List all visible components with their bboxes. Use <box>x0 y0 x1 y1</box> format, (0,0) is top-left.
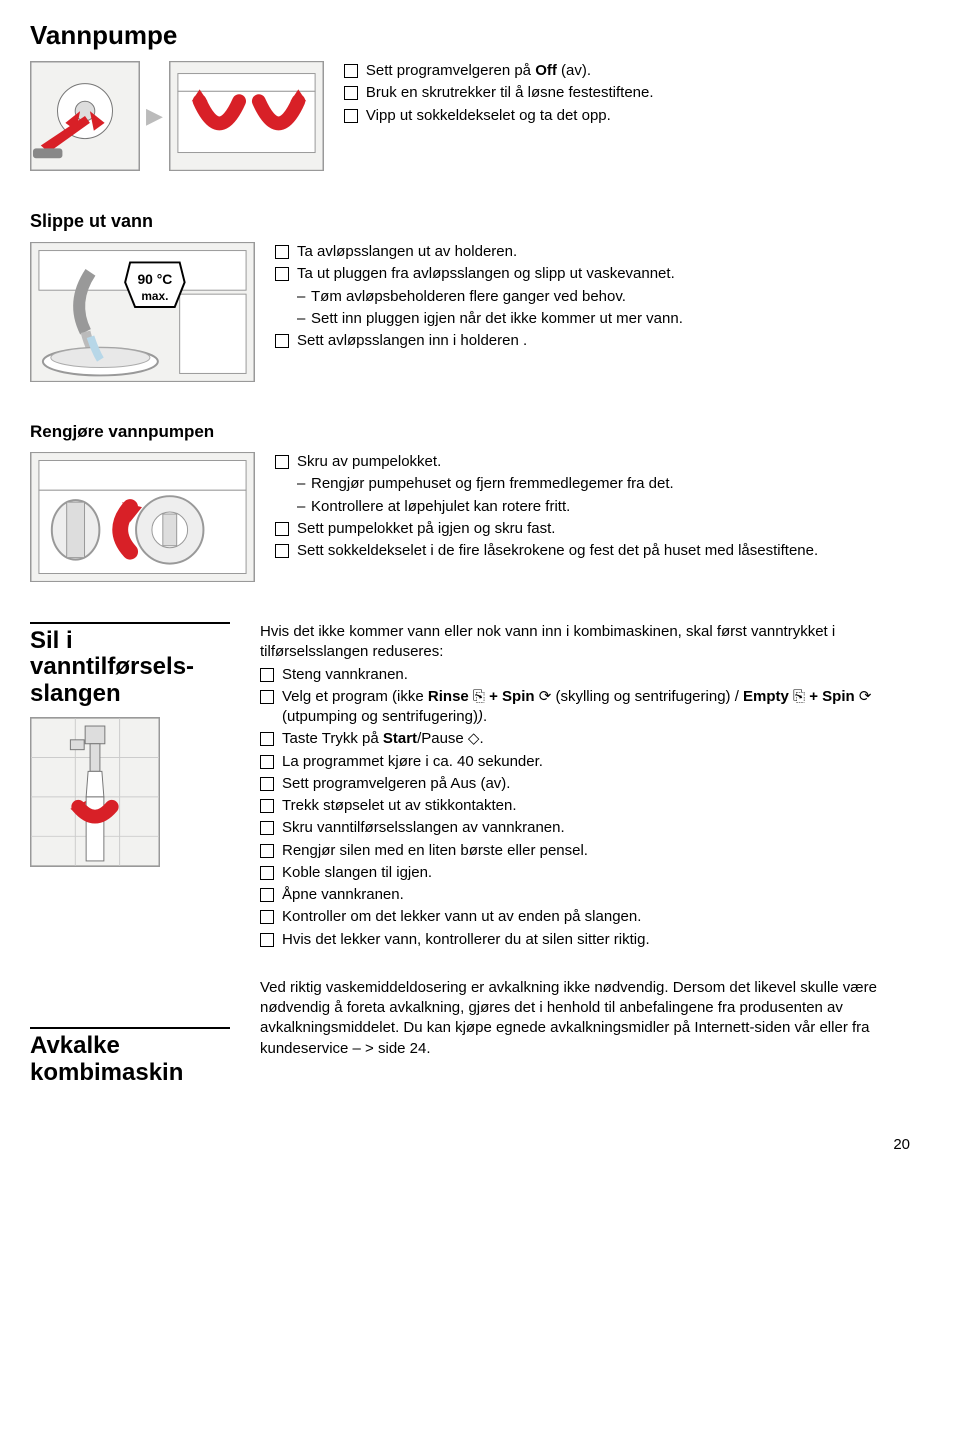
section3-heading: Rengjøre vannpumpen <box>30 422 910 442</box>
page-number: 20 <box>30 1136 910 1153</box>
illus-tilt-cover <box>169 61 324 171</box>
list-item: Ta ut pluggen fra avløpsslangen og slipp… <box>275 264 910 284</box>
list-item: Åpne vannkranen. <box>260 885 910 905</box>
section3-text: Skru av pumpelokket. Rengjør pumpehuset … <box>275 452 910 563</box>
list-item: Velg et program (ikke Rinse ⎘ + Spin ⟳ (… <box>260 687 910 728</box>
list-item: Kontroller om det lekker vann ut av ende… <box>260 907 910 927</box>
list-item: Rengjør pumpehuset og fjern fremmedlegem… <box>275 474 910 494</box>
label-sil: Sil i vanntilførsels- slangen <box>30 622 230 867</box>
list-item: Sett pumpelokket på igjen og skru fast. <box>275 519 910 539</box>
chevron-right-icon: ▶ <box>146 103 163 129</box>
left-label-column: Sil i vanntilførsels- slangen <box>30 622 230 1096</box>
section-rengjore-vannpumpen: Rengjøre vannpumpen <box>30 422 910 582</box>
list-item: Trekk støpselet ut av stikkontakten. <box>260 796 910 816</box>
label-text: Sil i vanntilførsels- <box>30 627 194 680</box>
label-avkalke: Avkalke kombimaskin <box>30 1027 230 1096</box>
list-item: Hvis det lekker vann, kontrollerer du at… <box>260 930 910 950</box>
section-sil-avkalke: Sil i vanntilførsels- slangen <box>30 622 910 1096</box>
illustration-tap <box>30 717 160 867</box>
label-text: kombimaskin <box>30 1059 183 1086</box>
section4-right: Hvis det ikke kommer vann eller nok vann… <box>260 622 910 1096</box>
list-item: Ta avløpsslangen ut av holderen. <box>275 242 910 262</box>
list-item: Rengjør silen med en liten børste eller … <box>260 841 910 861</box>
list-item: Sett avløpsslangen inn i holderen . <box>275 331 910 351</box>
section-vannpumpe: Vannpumpe ▶ <box>30 20 910 171</box>
list-item: Tøm avløpsbeholderen flere ganger ved be… <box>275 287 910 307</box>
section2-text: Ta avløpsslangen ut av holderen. Ta ut p… <box>275 242 910 353</box>
illustration-drain: 90 °C max. <box>30 242 255 382</box>
svg-text:max.: max. <box>141 289 168 303</box>
list-item: Bruk en skrutrekker til å løsne festesti… <box>344 83 910 103</box>
list-item: Skru av pumpelokket. <box>275 452 910 472</box>
illustration-pump <box>30 452 255 582</box>
list-item: Kontrollere at løpehjulet kan rotere fri… <box>275 497 910 517</box>
section1-list: Sett programvelgeren på Off (av). Bruk e… <box>344 61 910 126</box>
section1-text: Sett programvelgeren på Off (av). Bruk e… <box>344 61 910 128</box>
section2-heading: Slippe ut vann <box>30 211 910 232</box>
section-slippe-ut-vann: Slippe ut vann 90 °C max. <box>30 211 910 382</box>
list-item: Skru vanntilførselsslangen av vannkranen… <box>260 818 910 838</box>
list-item: Koble slangen til igjen. <box>260 863 910 883</box>
svg-text:90 °C: 90 °C <box>137 271 172 287</box>
row-section1: ▶ Sett programvelgeren på Off (av). <box>30 61 910 171</box>
label-text: Avkalke <box>30 1032 120 1059</box>
section4-intro: Hvis det ikke kommer vann eller nok vann… <box>260 622 910 663</box>
section4-para2: Ved riktig vaskemiddeldosering er avkalk… <box>260 978 910 1059</box>
illustration-programselector: ▶ <box>30 61 324 171</box>
page-title: Vannpumpe <box>30 20 910 51</box>
list-item: Sett inn pluggen igjen når det ikke komm… <box>275 309 910 329</box>
list-item: Sett programvelgeren på Off (av). <box>344 61 910 81</box>
list-item: Taste Trykk på Start/Pause ◇. <box>260 729 910 749</box>
list-item: Sett programvelgeren på Aus (av). <box>260 774 910 794</box>
label-text: slangen <box>30 680 121 707</box>
list-item: Steng vannkranen. <box>260 665 910 685</box>
illus-screwdriver <box>30 61 140 171</box>
list-item: Vipp ut sokkeldekselet og ta det opp. <box>344 106 910 126</box>
list-item: Sett sokkeldekselet i de fire låsekroken… <box>275 541 910 561</box>
list-item: La programmet kjøre i ca. 40 sekunder. <box>260 752 910 772</box>
